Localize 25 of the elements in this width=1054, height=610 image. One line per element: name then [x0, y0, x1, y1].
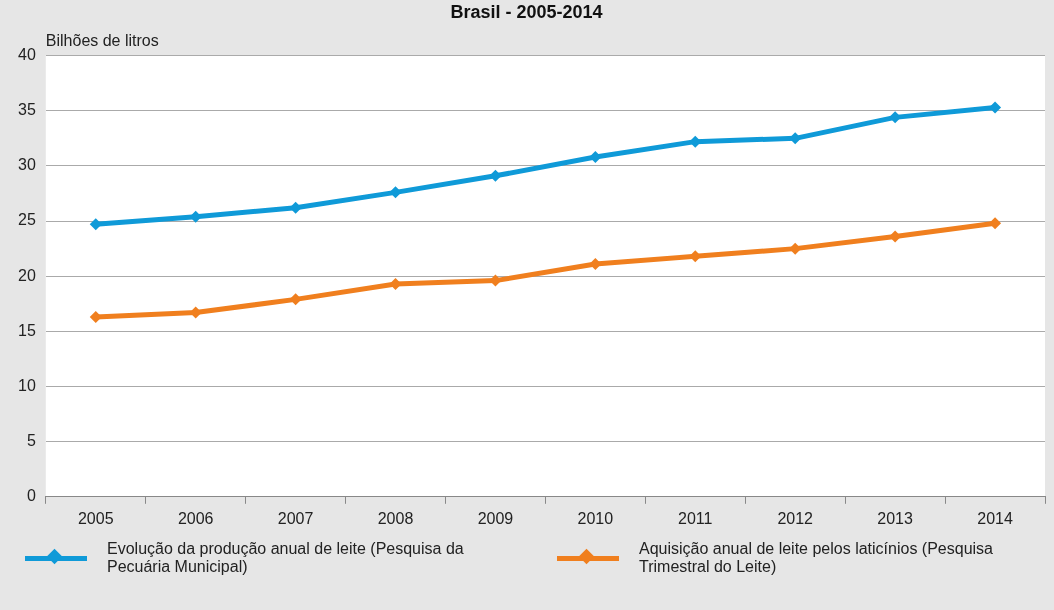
- y-tick-label: 15: [18, 321, 36, 339]
- y-tick-label: 10: [18, 376, 36, 394]
- point: [989, 101, 1002, 114]
- x-tick-label: 2006: [177, 509, 214, 527]
- x-tick-label: 2005: [77, 509, 114, 527]
- point: [989, 217, 1002, 230]
- x-tick-label: 2008: [377, 509, 414, 527]
- x-tick-label: 2007: [277, 509, 314, 527]
- y-tick-label: 0: [26, 487, 36, 505]
- legend-label: Aquisição anual de leite pelos laticínios (Pesquisa Trimestral do Leite): [639, 540, 994, 576]
- x-tick-label: 2011: [678, 509, 713, 527]
- x-tick-label: 2012: [777, 509, 814, 527]
- x-tick-label: 2014: [977, 509, 1013, 527]
- y-tick-label: 40: [18, 46, 36, 64]
- y-axis-title: Bilhões de litros: [45, 32, 159, 50]
- chart-title: Brasil - 2005-2014: [450, 1, 603, 22]
- y-tick-label: 25: [18, 211, 36, 229]
- y-tick-label: 5: [26, 432, 36, 450]
- legend-label: Evolução da produção anual de leite (Pesquisa da Pecuária Municipal): [107, 540, 465, 576]
- x-tick-label: 2009: [477, 509, 514, 527]
- y-tick-label: 30: [18, 156, 36, 174]
- y-tick-label: 20: [18, 266, 36, 284]
- x-tick-label: 2013: [877, 509, 914, 527]
- y-tick-label: 35: [18, 101, 36, 119]
- x-tick-label: 2010: [577, 509, 614, 527]
